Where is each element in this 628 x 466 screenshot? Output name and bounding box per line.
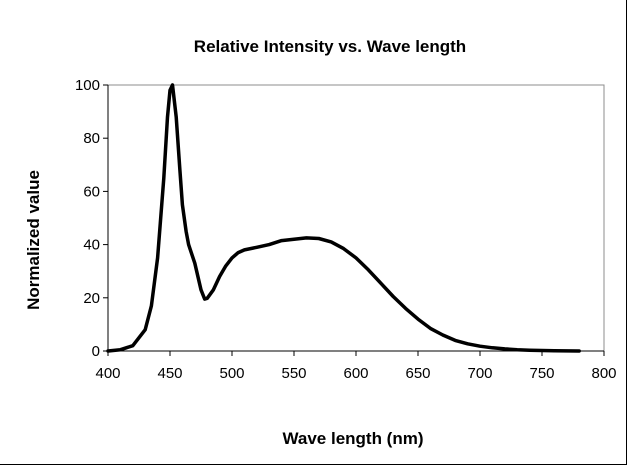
x-tick-label: 550 [281, 365, 306, 382]
x-tick-label: 800 [591, 365, 616, 382]
y-tick-label: 100 [75, 77, 100, 94]
x-tick-label: 450 [157, 365, 182, 382]
y-axis-label: Normalized value [24, 170, 43, 310]
y-tick-label: 60 [83, 183, 100, 200]
x-tick-label: 400 [95, 365, 120, 382]
x-tick-label: 500 [219, 365, 244, 382]
y-tick-label: 80 [83, 130, 100, 147]
x-axis-label: Wave length (nm) [282, 429, 423, 448]
y-tick-label: 40 [83, 237, 100, 254]
y-tick-label: 0 [92, 343, 100, 360]
x-tick-label: 600 [343, 365, 368, 382]
y-tick-label: 20 [83, 290, 100, 307]
chart-title: Relative Intensity vs. Wave length [194, 37, 466, 56]
series-line [106, 83, 581, 353]
x-tick-label: 700 [467, 365, 492, 382]
plot-area [107, 84, 605, 352]
x-tick-label: 750 [529, 365, 554, 382]
x-tick-label: 650 [405, 365, 430, 382]
